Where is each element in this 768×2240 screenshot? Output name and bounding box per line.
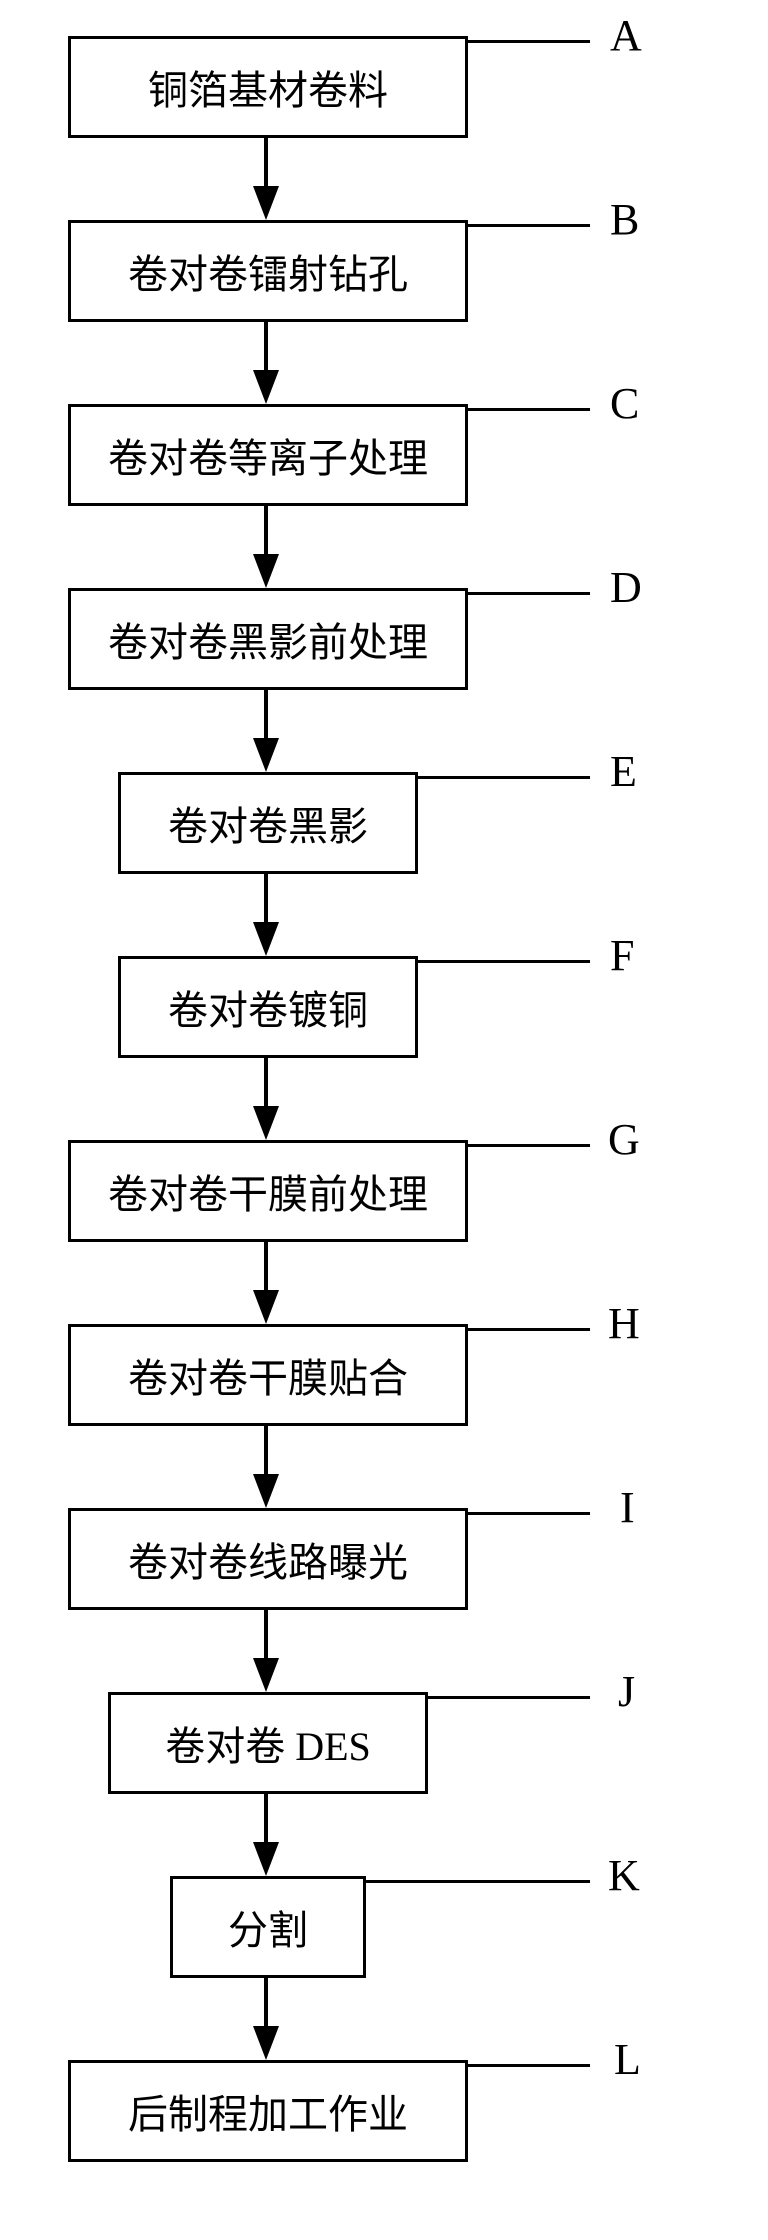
flow-node-label-a: 铜箔基材卷料 bbox=[148, 58, 388, 116]
arrow-shaft-3 bbox=[264, 690, 268, 740]
flow-node-label-f: 卷对卷镀铜 bbox=[168, 978, 368, 1036]
arrow-shaft-1 bbox=[264, 322, 268, 372]
arrow-head-0 bbox=[253, 186, 279, 220]
flow-node-h: 卷对卷干膜贴合 bbox=[68, 1324, 468, 1426]
tag-label-k: K bbox=[608, 1850, 640, 1901]
arrow-shaft-5 bbox=[264, 1058, 268, 1108]
tag-label-f: F bbox=[610, 930, 634, 981]
tag-label-d: D bbox=[610, 562, 642, 613]
tag-label-a: A bbox=[610, 10, 642, 61]
leader-line-f bbox=[418, 960, 590, 963]
tag-label-g: G bbox=[608, 1114, 640, 1165]
flowchart-canvas: 铜箔基材卷料 A 卷对卷镭射钻孔 B 卷对卷等离子处理 C 卷对卷黑影前处理 D 卷对卷黑影 E 卷… bbox=[0, 0, 768, 2240]
flow-node-label-e: 卷对卷黑影 bbox=[168, 794, 368, 852]
flow-node-e: 卷对卷黑影 bbox=[118, 772, 418, 874]
leader-line-j bbox=[428, 1696, 590, 1699]
arrow-shaft-2 bbox=[264, 506, 268, 556]
leader-line-h bbox=[468, 1328, 590, 1331]
arrow-shaft-7 bbox=[264, 1426, 268, 1476]
flow-node-b: 卷对卷镭射钻孔 bbox=[68, 220, 468, 322]
leader-line-c bbox=[468, 408, 590, 411]
leader-line-a bbox=[468, 40, 590, 43]
arrow-head-2 bbox=[253, 554, 279, 588]
tag-label-l: L bbox=[614, 2034, 641, 2085]
arrow-head-9 bbox=[253, 1842, 279, 1876]
tag-label-i: I bbox=[620, 1482, 635, 1533]
arrow-head-7 bbox=[253, 1474, 279, 1508]
flow-node-label-g: 卷对卷干膜前处理 bbox=[108, 1162, 428, 1220]
arrow-head-6 bbox=[253, 1290, 279, 1324]
arrow-shaft-9 bbox=[264, 1794, 268, 1844]
arrow-head-5 bbox=[253, 1106, 279, 1140]
flow-node-j: 卷对卷 DES bbox=[108, 1692, 428, 1794]
arrow-head-10 bbox=[253, 2026, 279, 2060]
tag-label-e: E bbox=[610, 746, 637, 797]
arrow-shaft-4 bbox=[264, 874, 268, 924]
flow-node-label-i: 卷对卷线路曝光 bbox=[128, 1530, 408, 1588]
flow-node-c: 卷对卷等离子处理 bbox=[68, 404, 468, 506]
flow-node-label-c: 卷对卷等离子处理 bbox=[108, 426, 428, 484]
leader-line-e bbox=[418, 776, 590, 779]
arrow-head-3 bbox=[253, 738, 279, 772]
arrow-shaft-0 bbox=[264, 138, 268, 188]
flow-node-k: 分割 bbox=[170, 1876, 366, 1978]
leader-line-b bbox=[468, 224, 590, 227]
arrow-shaft-8 bbox=[264, 1610, 268, 1660]
arrow-head-1 bbox=[253, 370, 279, 404]
flow-node-label-j: 卷对卷 DES bbox=[165, 1714, 371, 1772]
flow-node-label-d: 卷对卷黑影前处理 bbox=[108, 610, 428, 668]
flow-node-label-b: 卷对卷镭射钻孔 bbox=[128, 242, 408, 300]
arrow-head-8 bbox=[253, 1658, 279, 1692]
arrow-head-4 bbox=[253, 922, 279, 956]
arrow-shaft-6 bbox=[264, 1242, 268, 1292]
flow-node-g: 卷对卷干膜前处理 bbox=[68, 1140, 468, 1242]
tag-label-c: C bbox=[610, 378, 639, 429]
flow-node-a: 铜箔基材卷料 bbox=[68, 36, 468, 138]
flow-node-l: 后制程加工作业 bbox=[68, 2060, 468, 2162]
tag-label-j: J bbox=[618, 1666, 635, 1717]
tag-label-h: H bbox=[608, 1298, 640, 1349]
flow-node-label-l: 后制程加工作业 bbox=[128, 2082, 408, 2140]
flow-node-f: 卷对卷镀铜 bbox=[118, 956, 418, 1058]
leader-line-i bbox=[468, 1512, 590, 1515]
tag-label-b: B bbox=[610, 194, 639, 245]
leader-line-d bbox=[468, 592, 590, 595]
leader-line-k bbox=[366, 1880, 590, 1883]
arrow-shaft-10 bbox=[264, 1978, 268, 2028]
flow-node-i: 卷对卷线路曝光 bbox=[68, 1508, 468, 1610]
leader-line-g bbox=[468, 1144, 590, 1147]
flow-node-d: 卷对卷黑影前处理 bbox=[68, 588, 468, 690]
leader-line-l bbox=[468, 2064, 590, 2067]
flow-node-label-k: 分割 bbox=[228, 1898, 308, 1956]
flow-node-label-h: 卷对卷干膜贴合 bbox=[128, 1346, 408, 1404]
